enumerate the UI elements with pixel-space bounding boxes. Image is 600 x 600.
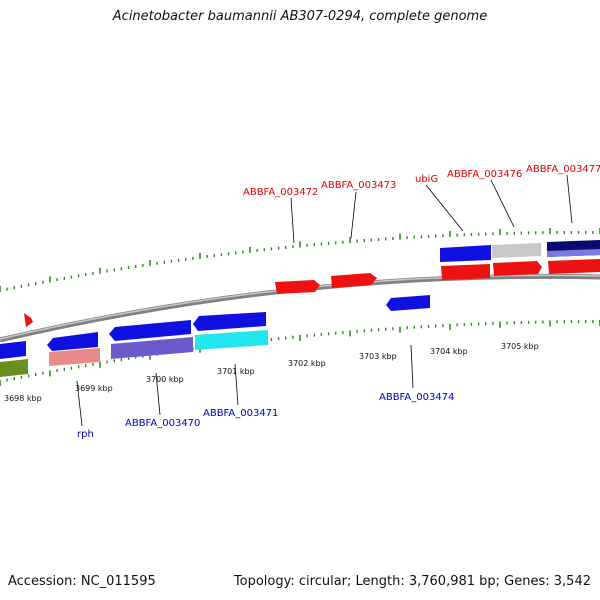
gene-forward[interactable] bbox=[275, 280, 320, 294]
summary-text: Topology: circular; Length: 3,760,981 bp… bbox=[233, 574, 591, 589]
outer-tick-ring bbox=[0, 228, 600, 292]
gene-reverse-lower[interactable] bbox=[0, 359, 28, 377]
forward-leaders bbox=[290, 174, 573, 244]
gene-forward[interactable] bbox=[331, 273, 377, 288]
gene-label-forward: ABBFA_003473 bbox=[321, 180, 396, 191]
gene-label-forward: ABBFA_003472 bbox=[243, 187, 318, 198]
tick-label: 3703 kbp bbox=[359, 352, 397, 361]
forward-genes-upper bbox=[440, 240, 600, 262]
gene-label-forward: ABBFA_003477 bbox=[526, 164, 600, 175]
map-title: Acinetobacter baumannii AB307-0294, comp… bbox=[112, 9, 488, 24]
tick-label: 3704 kbp bbox=[430, 347, 468, 356]
tick-label: 3699 kbp bbox=[75, 384, 113, 393]
reverse-gene-labels: rph ABBFA_003470 ABBFA_003471 ABBFA_0034… bbox=[77, 392, 454, 440]
tick-labels: 3698 kbp 3699 kbp 3700 kbp 3701 kbp 3702… bbox=[4, 342, 539, 403]
gene-forward[interactable] bbox=[441, 264, 490, 280]
gene-forward-upper[interactable] bbox=[440, 245, 491, 262]
reverse-genes-lower bbox=[0, 330, 268, 377]
tick-label: 3705 kbp bbox=[501, 342, 539, 351]
gene-label-reverse: rph bbox=[77, 429, 94, 440]
gene-label-forward: ABBFA_003476 bbox=[447, 169, 522, 180]
gene-reverse[interactable] bbox=[386, 295, 430, 311]
gene-forward[interactable] bbox=[24, 313, 33, 327]
gene-reverse-lower[interactable] bbox=[49, 348, 100, 366]
tick-label: 3702 kbp bbox=[288, 359, 326, 368]
tick-label: 3701 kbp bbox=[217, 367, 255, 376]
tick-label: 3698 kbp bbox=[4, 394, 42, 403]
accession-text: Accession: NC_011595 bbox=[8, 574, 156, 589]
gene-reverse-lower[interactable] bbox=[111, 337, 193, 359]
reverse-leaders bbox=[76, 344, 414, 427]
forward-genes bbox=[24, 259, 600, 327]
gene-forward[interactable] bbox=[548, 259, 600, 274]
gene-label-forward: ubiG bbox=[415, 174, 438, 185]
gene-label-reverse: ABBFA_003470 bbox=[125, 418, 200, 429]
gene-reverse[interactable] bbox=[0, 341, 26, 359]
tick-label: 3700 kbp bbox=[146, 375, 184, 384]
gene-label-reverse: ABBFA_003474 bbox=[379, 392, 454, 403]
gene-reverse[interactable] bbox=[109, 320, 191, 341]
gene-reverse-lower[interactable] bbox=[195, 330, 268, 350]
gene-reverse[interactable] bbox=[193, 312, 266, 331]
gene-reverse[interactable] bbox=[47, 332, 98, 351]
gene-forward-upper[interactable] bbox=[492, 243, 541, 258]
gene-forward[interactable] bbox=[493, 261, 542, 276]
forward-gene-labels: ABBFA_003472 ABBFA_003473 ubiG ABBFA_003… bbox=[243, 164, 600, 198]
reverse-genes bbox=[0, 295, 430, 359]
gene-label-reverse: ABBFA_003471 bbox=[203, 408, 278, 419]
